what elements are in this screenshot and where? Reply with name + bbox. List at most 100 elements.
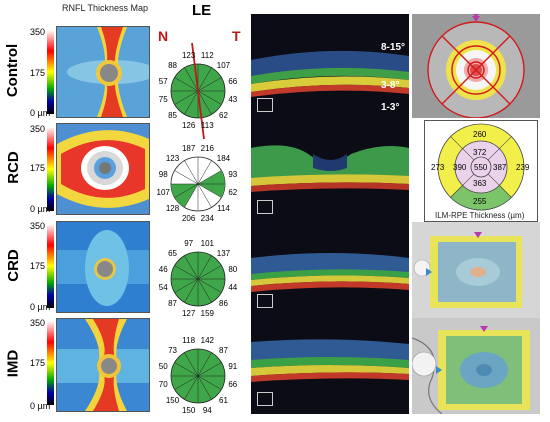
- scan-position-marker: [257, 294, 273, 308]
- etdrs-center: 550: [474, 163, 488, 172]
- clock-sector-value: 66: [228, 76, 238, 86]
- clock-sector-value: 123: [181, 51, 196, 61]
- clock-sector-value: 54: [158, 283, 168, 293]
- rnfl-thickness-map-rcd: [56, 123, 150, 215]
- etdrs-top-outer: 260: [473, 130, 487, 139]
- scale-mid: 175: [30, 358, 46, 368]
- clock-sector-value: 128: [165, 204, 180, 214]
- clock-sector-value: 150: [181, 405, 196, 415]
- clock-sector-value: 184: [216, 153, 231, 163]
- clock-sector-value: 93: [228, 169, 238, 179]
- clock-sector-value: 87: [168, 299, 177, 309]
- scale-top: 350: [30, 221, 46, 231]
- fundus-control: [412, 14, 540, 118]
- etdrs-left-outer: 273: [431, 163, 445, 172]
- rnfl-thickness-map-control: [56, 26, 150, 118]
- color-scale-bar: [47, 321, 54, 405]
- clock-sector-value: 70: [158, 380, 168, 390]
- clock-sector-value: 114: [217, 204, 230, 214]
- etdrs-bottom-outer: 255: [473, 197, 487, 206]
- color-scale-bar: [47, 224, 54, 308]
- scan-position-marker: [257, 98, 273, 112]
- clock-chart-rcd: [170, 156, 226, 212]
- clock-sector-value: 97: [184, 239, 194, 249]
- clock-sector-value: 66: [228, 380, 238, 390]
- rnfl-thickness-map-imd: [56, 318, 150, 412]
- clock-chart-control: [170, 42, 226, 140]
- scan-position-marker: [257, 392, 273, 406]
- scale-mid: 175: [30, 261, 46, 271]
- clock-sector-value: 126: [181, 120, 196, 130]
- clock-hour-charts: [170, 42, 226, 404]
- clock-sector-value: 137: [216, 248, 231, 258]
- clock-sector-value: 206: [181, 213, 196, 223]
- clock-sector-value: 127: [181, 308, 196, 318]
- scale-top: 350: [30, 27, 46, 37]
- clock-sector-value: 150: [165, 396, 180, 406]
- clock-sector-value: 107: [156, 188, 170, 198]
- ring-label-outer: 8-15°: [381, 42, 406, 53]
- clock-sector-value: 94: [202, 405, 212, 415]
- clock-sector-value: 159: [200, 308, 214, 318]
- clock-sector-value: 44: [228, 283, 238, 293]
- scale-top: 350: [30, 124, 46, 134]
- clock-sector-value: 107: [216, 60, 231, 70]
- oct-bscan-imd: [251, 318, 409, 414]
- color-scale-bar: [47, 127, 54, 211]
- etdrs-caption: ILM-RPE Thickness (µm): [435, 211, 525, 220]
- side-label-t: T: [232, 28, 241, 44]
- scale-top: 350: [30, 318, 46, 328]
- clock-sector-value: 216: [200, 144, 214, 154]
- etdrs-top-inner: 372: [473, 148, 487, 157]
- etdrs-right-inner: 387: [493, 163, 507, 172]
- clock-sector-value: 112: [200, 51, 214, 61]
- scan-position-marker: [257, 200, 273, 214]
- clock-sector-value: 86: [219, 299, 228, 309]
- clock-sector-value: 73: [168, 345, 177, 355]
- clock-sector-value: 87: [219, 345, 228, 355]
- row-label-control: Control: [4, 43, 22, 97]
- clock-sector-value: 50: [158, 361, 168, 371]
- clock-sector-value: 43: [228, 95, 238, 105]
- clock-sector-value: 101: [200, 239, 214, 249]
- ring-label-inner: 1-3°: [381, 102, 400, 113]
- clock-sector-value: 88: [168, 60, 177, 70]
- color-scale-bar: [47, 30, 54, 114]
- clock-sector-value: 98: [158, 169, 168, 179]
- scale-bottom: 0 µm: [30, 108, 51, 118]
- scale-bottom: 0 µm: [30, 401, 51, 411]
- oct-bscan-control: [251, 14, 409, 118]
- clock-sector-value: 123: [165, 153, 180, 163]
- clock-sector-value: 85: [168, 111, 177, 121]
- clock-sector-value: 65: [168, 248, 177, 258]
- oct-bscan-rcd: [251, 118, 409, 222]
- clock-sector-value: 113: [200, 120, 214, 130]
- clock-sector-value: 91: [228, 361, 238, 371]
- scale-bottom: 0 µm: [30, 302, 51, 312]
- scale-bottom: 0 µm: [30, 204, 51, 214]
- rnfl-thickness-map-crd: [56, 221, 150, 313]
- clock-chart-imd: [170, 348, 226, 404]
- clock-chart-crd: [170, 251, 226, 307]
- clock-sector-value: 234: [200, 213, 214, 223]
- fundus-crd: [412, 222, 540, 318]
- ring-label-middle: 3-8°: [381, 80, 400, 91]
- clock-sector-value: 61: [219, 396, 228, 406]
- clock-sector-value: 187: [181, 144, 196, 154]
- clock-sector-value: 118: [182, 336, 196, 346]
- oct-bscan-crd: [251, 222, 409, 318]
- etdrs-left-inner: 390: [453, 163, 467, 172]
- rnfl-map-title: RNFL Thickness Map: [62, 3, 149, 13]
- eye-label: LE: [192, 2, 212, 19]
- side-label-n: N: [158, 28, 169, 44]
- clock-sector-value: 142: [200, 336, 214, 346]
- scale-mid: 175: [30, 68, 46, 78]
- fundus-imd: [412, 318, 540, 414]
- row-label-rcd: RCD: [4, 150, 22, 184]
- etdrs-bottom-inner: 363: [473, 179, 487, 188]
- etdrs-thickness-panel: 260 372 273 390 550 387 239 363 255 ILM-…: [424, 120, 538, 222]
- clock-sector-value: 62: [228, 188, 238, 198]
- clock-sector-value: 46: [158, 264, 168, 274]
- etdrs-right-outer: 239: [516, 163, 530, 172]
- clock-sector-value: 75: [158, 95, 168, 105]
